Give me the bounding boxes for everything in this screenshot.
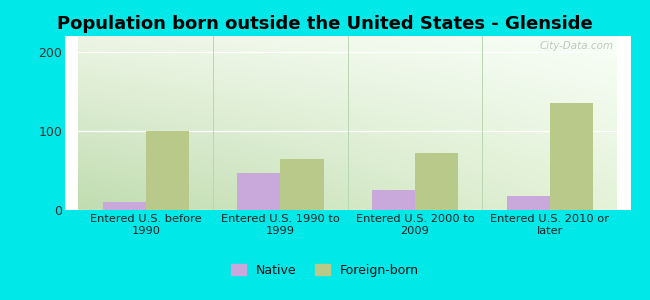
Bar xyxy=(237,173,280,210)
Legend: Native, Foreign-born: Native, Foreign-born xyxy=(226,259,424,282)
Bar xyxy=(550,103,593,210)
Text: City-Data.com: City-Data.com xyxy=(540,41,614,51)
Bar xyxy=(415,153,458,210)
Bar xyxy=(280,159,324,210)
Bar xyxy=(506,196,550,210)
Bar xyxy=(146,131,189,210)
Bar xyxy=(103,202,146,210)
Text: Population born outside the United States - Glenside: Population born outside the United State… xyxy=(57,15,593,33)
Bar xyxy=(372,190,415,210)
